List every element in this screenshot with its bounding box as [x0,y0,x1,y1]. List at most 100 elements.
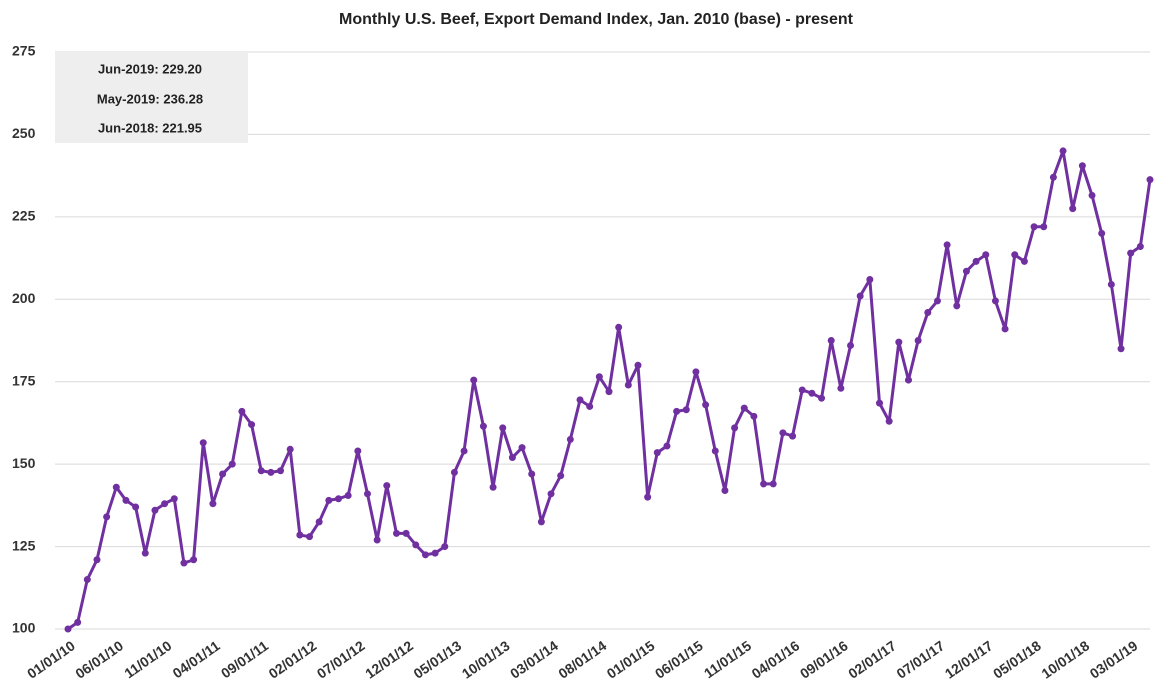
data-point [151,506,159,514]
data-point [721,487,729,495]
x-tick-label: 04/01/16 [749,637,803,681]
data-point [112,483,120,491]
data-point [769,480,777,488]
data-point [335,495,342,503]
y-tick-label: 100 [12,620,36,636]
x-tick-label: 01/01/10 [24,637,78,681]
x-tick-label: 09/01/11 [218,637,271,681]
data-point [673,407,681,415]
x-tick-label: 06/01/15 [652,637,706,681]
data-point [537,518,545,526]
data-point [257,467,265,475]
data-point [1098,229,1106,237]
annotation: Jun-2019: 229.20 [98,61,202,76]
data-point [663,442,671,450]
x-tick-label: 02/01/17 [845,637,899,681]
data-point [740,404,748,412]
x-tick-label: 07/01/12 [314,637,368,681]
data-point [644,493,652,501]
data-point [64,625,72,633]
data-point [170,495,178,503]
data-point [750,412,758,420]
data-point [576,396,584,404]
data-point [847,341,855,349]
data-point [779,429,787,437]
data-point [615,323,623,331]
x-tick-label: 05/01/18 [990,637,1044,681]
x-tick-label: 11/01/10 [121,637,174,681]
data-point [634,361,642,369]
annotation: Jun-2018: 221.95 [98,120,202,135]
data-point [760,480,768,488]
data-point [1030,223,1038,231]
data-point [962,267,970,275]
data-point [1011,251,1019,259]
data-point [885,417,893,425]
data-point [731,424,739,432]
data-point [93,556,101,564]
data-point [982,251,990,259]
data-point [566,435,574,443]
y-tick-label: 200 [12,290,36,306]
data-point [876,399,883,407]
data-point [1078,162,1086,170]
data-point [798,386,806,394]
data-point [306,533,314,541]
data-point [1107,280,1115,288]
data-point [190,556,198,564]
y-tick-label: 225 [12,208,36,224]
data-point [837,384,845,392]
x-tick-label: 04/01/11 [170,637,223,681]
y-tick-label: 275 [12,43,36,59]
data-point [286,445,294,453]
data-point [431,549,439,557]
data-point [354,447,362,455]
data-point [219,470,227,478]
data-point [1136,243,1144,251]
data-point [586,402,594,410]
data-point [518,444,526,452]
data-point [1069,205,1077,213]
data-point [818,394,826,402]
x-tick-label: 11/01/15 [701,637,754,681]
data-point [1088,191,1096,199]
data-point [363,490,371,498]
x-tick-label: 12/01/17 [942,637,996,681]
data-point [789,432,797,440]
x-tick-label: 05/01/13 [410,637,464,681]
data-point [1020,257,1028,265]
data-point [702,401,710,409]
data-point [528,470,536,478]
data-point [866,276,874,284]
data-point [953,302,961,310]
data-point [277,467,285,475]
data-point [248,421,256,429]
y-tick-label: 125 [12,537,36,553]
x-tick-label: 01/01/15 [604,637,658,681]
data-point [383,482,391,490]
data-point [344,491,352,499]
data-point [402,529,410,537]
x-tick-label: 12/01/12 [362,637,416,681]
data-point [412,541,420,549]
data-point [392,529,400,537]
data-point [373,536,381,544]
data-point [296,531,304,539]
data-point [508,454,516,462]
data-point [441,543,449,551]
data-point [315,518,323,526]
data-point [1049,173,1057,181]
data-point [605,388,613,396]
y-tick-label: 250 [12,125,36,141]
data-point [141,549,149,557]
data-point [489,483,497,491]
data-point [180,559,188,567]
data-point [1059,147,1067,155]
data-point [161,500,169,508]
data-point [972,257,980,265]
data-point [624,381,632,389]
annotation: May-2019: 236.28 [97,91,203,106]
data-point [991,297,999,305]
data-point [692,368,700,376]
